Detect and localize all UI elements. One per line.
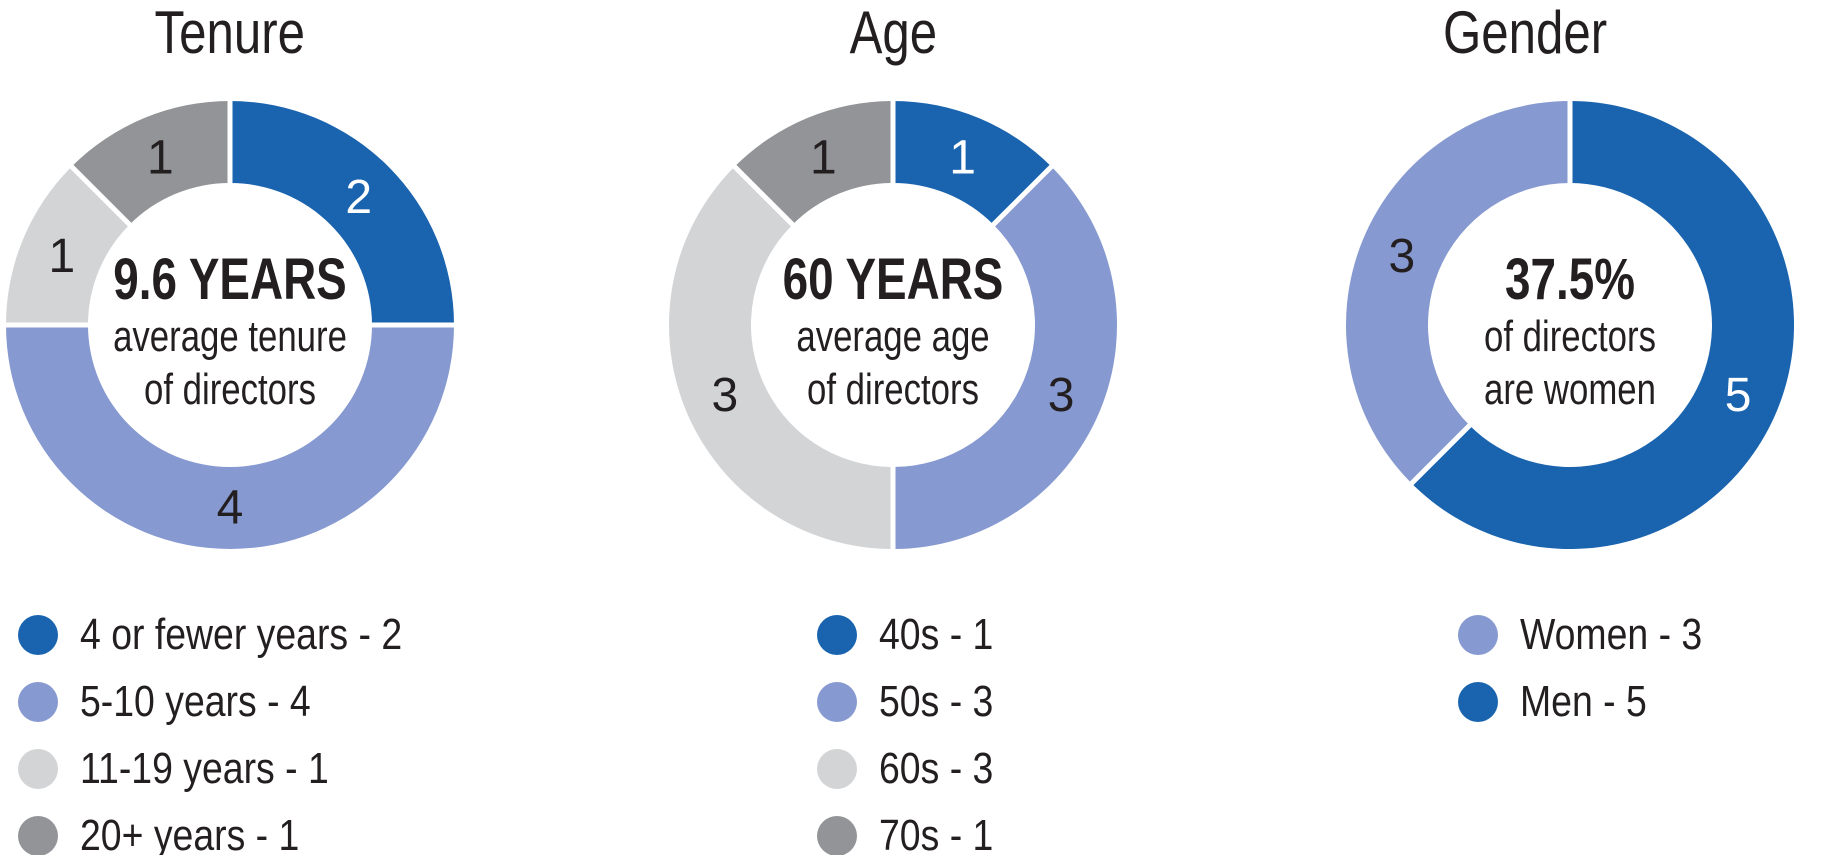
tenure-legend: 4 or fewer years - 2 5-10 years - 4 11-19 …	[18, 612, 459, 855]
legend-item-4-or-fewer-years-2: 4 or fewer years - 2	[18, 612, 459, 658]
segment-value-label-men: 5	[1725, 369, 1752, 422]
gender-center-line2: are women	[1484, 365, 1656, 414]
legend-swatch	[817, 682, 857, 722]
legend-item-5-10-years-4: 5-10 years - 4	[18, 679, 459, 725]
segment-divider	[728, 160, 799, 231]
donut-chart-tenure: 2 4 1 1	[0, 95, 460, 549]
age-center-headline: 60 YEARS	[782, 247, 1004, 312]
chart-title-gender: Gender	[1295, 0, 1755, 66]
legend-item-70s-1: 70s - 1	[817, 813, 1014, 855]
donut-segment-4-or-fewer-years	[230, 101, 454, 325]
segment-value-label-4-or-fewer-years: 2	[345, 171, 372, 224]
legend-swatch	[18, 682, 58, 722]
legend-swatch	[1458, 682, 1498, 722]
legend-item-20-years-1: 20+ years - 1	[18, 813, 459, 855]
segment-value-label-40s: 1	[949, 131, 976, 184]
legend-swatch	[1458, 615, 1498, 655]
legend-swatch	[18, 615, 58, 655]
segment-value-label-70s: 1	[810, 131, 837, 184]
legend-swatch	[18, 816, 58, 855]
legend-label: Men - 5	[1520, 677, 1647, 726]
donut-segment-60s	[669, 166, 893, 550]
segment-value-label-20-years: 1	[147, 131, 174, 184]
gender-center-headline: 37.5%	[1505, 247, 1635, 312]
legend-swatch	[817, 615, 857, 655]
tenure-center-text: 9.6 YEARS average tenure of directors	[88, 250, 372, 416]
legend-label: 20+ years - 1	[80, 811, 300, 855]
legend-label: 40s - 1	[879, 610, 994, 659]
segment-value-label-women: 3	[1389, 230, 1416, 283]
legend-label: 50s - 3	[879, 677, 994, 726]
gender-center-text: 37.5% of directors are women	[1428, 250, 1712, 416]
segment-value-label-60s: 3	[712, 369, 739, 422]
chart-title-gender-text: Gender	[1442, 0, 1608, 66]
age-center-line2: of directors	[807, 365, 979, 414]
age-chart-section: Age 1 3 3 1 60 YEARS average age of directo…	[663, 0, 1123, 855]
tenure-chart-section: Tenure 2 4 1 1 9.6 YEARS average tenure of …	[0, 0, 460, 855]
donut-segment-20-years	[71, 101, 230, 225]
legend-label: 4 or fewer years - 2	[80, 610, 403, 659]
age-center-line1: average age	[796, 312, 990, 361]
tenure-center-line1: average tenure	[113, 312, 347, 361]
legend-swatch	[817, 749, 857, 789]
legend-swatch	[817, 816, 857, 855]
donut-segment-70s	[734, 101, 893, 225]
legend-label: 70s - 1	[879, 811, 994, 855]
segment-divider	[65, 160, 136, 231]
legend-label: 5-10 years - 4	[80, 677, 311, 726]
age-legend: 40s - 1 50s - 3 60s - 3 70s - 1	[817, 612, 1014, 855]
legend-item-40s-1: 40s - 1	[817, 612, 1014, 658]
chart-title-age-text: Age	[849, 0, 937, 66]
segment-divider	[987, 160, 1058, 231]
donut-segment-men	[1411, 101, 1795, 549]
legend-item-men-5: Men - 5	[1458, 679, 1734, 725]
tenure-center-headline: 9.6 YEARS	[113, 247, 347, 312]
donut-segment-women	[1346, 101, 1570, 484]
donut-chart-gender: 53	[1346, 95, 1795, 549]
segment-value-label-11-19-years: 1	[49, 230, 76, 283]
segment-divider	[1405, 419, 1476, 490]
tenure-center-line2: of directors	[144, 365, 316, 414]
chart-title-tenure-text: Tenure	[154, 0, 306, 66]
donut-segment-40s	[893, 101, 1052, 225]
gender-legend: Women - 3 Men - 5	[1458, 612, 1734, 746]
legend-label: Women - 3	[1520, 610, 1703, 659]
donut-segment-50s	[893, 166, 1117, 550]
segment-value-label-50s: 3	[1048, 369, 1075, 422]
gender-center-line1: of directors	[1484, 312, 1656, 361]
legend-label: 11-19 years - 1	[80, 744, 329, 793]
donut-segment-5-10-years	[6, 325, 454, 549]
donut-segment-11-19-years	[6, 166, 130, 325]
donut-chart-age: 1 3 3 1	[669, 95, 1117, 555]
legend-item-50s-3: 50s - 3	[817, 679, 1014, 725]
chart-title-tenure: Tenure	[0, 0, 460, 66]
legend-label: 60s - 3	[879, 744, 994, 793]
legend-item-60s-3: 60s - 3	[817, 746, 1014, 792]
legend-item-11-19-years-1: 11-19 years - 1	[18, 746, 459, 792]
legend-item-women-3: Women - 3	[1458, 612, 1734, 658]
legend-swatch	[18, 749, 58, 789]
age-center-text: 60 YEARS average age of directors	[751, 250, 1035, 416]
chart-title-age: Age	[663, 0, 1123, 66]
segment-value-label-5-10-years: 4	[217, 482, 244, 535]
